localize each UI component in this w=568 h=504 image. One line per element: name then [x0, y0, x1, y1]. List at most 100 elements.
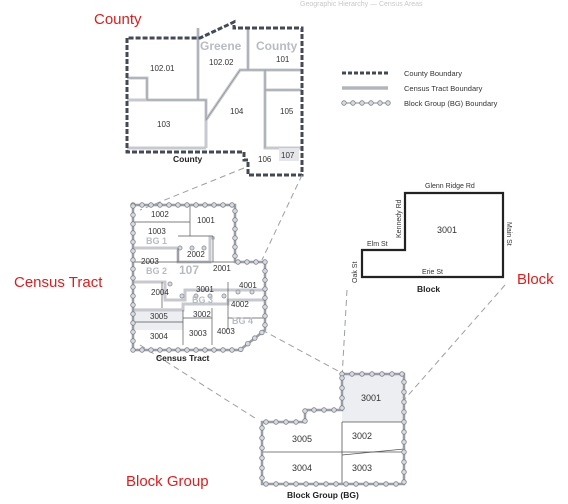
tract-101: 101 [276, 55, 290, 64]
boundary-dot [393, 481, 399, 487]
boundary-dot [303, 481, 309, 487]
boundary-dot [369, 371, 375, 377]
bg-block-3004: 3004 [292, 463, 312, 473]
boundary-dot [401, 469, 407, 475]
boundary-dot [130, 293, 136, 299]
block-caption: Block [417, 284, 440, 294]
boundary-dot [399, 371, 405, 377]
boundary-dot [252, 335, 258, 341]
boundary-dot [401, 459, 407, 465]
boundary-dot [130, 212, 136, 218]
block-3005: 3005 [150, 312, 168, 321]
boundary-dot [401, 389, 407, 395]
boundary-dot [302, 418, 308, 424]
boundary-dot [139, 202, 145, 208]
boundary-dot [401, 429, 407, 435]
tract-105: 105 [280, 107, 294, 116]
boundary-dot [229, 202, 235, 208]
boundary-dot [232, 235, 238, 241]
cropped-header-text: Geographic Hierarchy — Census Areas [300, 1, 423, 8]
street-glenn-ridge: Glenn Ridge Rd [425, 183, 475, 190]
block-group-map: 3001 3005 3002 3004 3003 Block Group (BG… [259, 371, 407, 500]
county-tract-lines-inner [127, 28, 302, 148]
boundary-dot [262, 322, 268, 328]
boundary-dot [359, 371, 365, 377]
county-boundary [125, 19, 304, 177]
boundary-dot [148, 347, 154, 353]
boundary-dot [401, 399, 407, 405]
census-tract-caption: Census Tract [156, 353, 210, 363]
bg4-label: BG 4 [232, 316, 253, 326]
boundary-dot [130, 248, 136, 254]
street-erie: Erie St [422, 269, 443, 276]
block-1001: 1001 [197, 216, 215, 225]
boundary-dot [193, 202, 199, 208]
bg-block-3001-fill [342, 374, 404, 422]
boundary-dot [262, 313, 268, 319]
boundary-dot [253, 259, 259, 265]
boundary-dot [401, 379, 407, 385]
boundary-dot [331, 407, 337, 413]
bg-block-3001: 3001 [361, 393, 381, 403]
boundary-dot [259, 465, 265, 471]
boundary-dot [130, 302, 136, 308]
boundary-dot [202, 347, 208, 353]
boundary-dot [353, 481, 359, 487]
block-3004: 3004 [150, 332, 168, 341]
legend-county-text: County Boundary [404, 69, 462, 78]
boundary-dot [130, 320, 136, 326]
boundary-dot [283, 481, 289, 487]
county-caption: County [173, 154, 203, 164]
tract-102-01: 102.01 [150, 64, 175, 73]
county-ghost-county: County [256, 39, 298, 53]
boundary-dot [262, 304, 268, 310]
tract-103: 103 [157, 120, 171, 129]
boundary-dot [238, 346, 244, 353]
boundary-dot [263, 419, 269, 425]
leader-lines [139, 167, 506, 421]
boundary-dot [293, 419, 299, 425]
block-group-label: Block Group [126, 473, 209, 490]
boundary-dot [333, 481, 339, 487]
boundary-dot [273, 419, 279, 425]
boundary-dot [157, 202, 163, 208]
boundary-dot [229, 347, 235, 353]
boundary-dot [262, 259, 268, 265]
boundary-dot [259, 425, 265, 431]
bg-block-3005: 3005 [292, 434, 312, 444]
boundary-dot [211, 347, 217, 353]
boundary-dot [184, 347, 190, 353]
boundary-dot [313, 481, 319, 487]
boundary-dot [130, 275, 136, 281]
boundary-dot [175, 202, 181, 208]
boundary-dot [130, 311, 136, 317]
boundary-dot [130, 221, 136, 227]
boundary-dot [363, 481, 369, 487]
boundary-dot [130, 284, 136, 290]
boundary-dot [262, 277, 268, 283]
boundary-dot [232, 226, 238, 232]
bg-block-3002: 3002 [352, 431, 372, 441]
census-tract-map: BG 1 BG 2 107 BG 3 BG 4 1002 1001 1003 2… [130, 202, 268, 363]
street-main: Main St [505, 222, 512, 246]
boundary-dot [401, 409, 407, 415]
block-4002: 4002 [231, 300, 249, 309]
boundary-dot [349, 371, 355, 377]
boundary-dot [130, 203, 136, 209]
bg-block-3003: 3003 [352, 463, 372, 473]
block-2001: 2001 [213, 264, 231, 273]
boundary-dot [273, 481, 279, 487]
boundary-dot [343, 481, 349, 487]
tract-102-02: 102.02 [209, 58, 234, 67]
tract-107-highlight [279, 148, 299, 161]
boundary-dot [321, 407, 327, 413]
boundary-dot [130, 239, 136, 245]
block-4001: 4001 [239, 281, 257, 290]
boundary-dot [130, 338, 136, 344]
boundary-dot [383, 481, 389, 487]
boundary-dot [339, 395, 345, 401]
boundary-dot [148, 202, 154, 208]
county-map: Greene County 102.01 102.02 101 103 104 … [125, 19, 304, 177]
boundary-dot [166, 202, 172, 208]
